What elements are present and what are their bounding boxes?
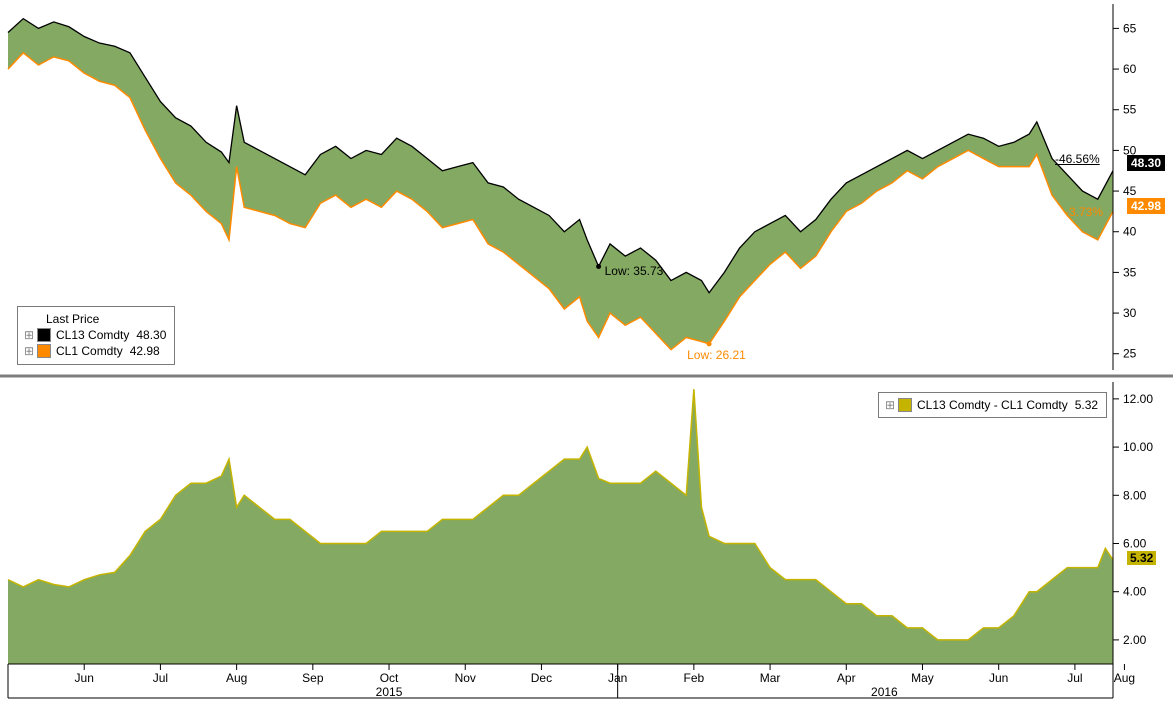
legend-swatch-spread <box>898 398 912 412</box>
legend-label-cl13: CL13 Comdty <box>56 327 129 343</box>
legend-row-spread: ⊞ CL13 Comdty - CL1 Comdty 5.32 <box>885 397 1098 413</box>
svg-text:2.00: 2.00 <box>1123 633 1147 647</box>
price-flag-spread: 5.32 <box>1127 551 1156 565</box>
svg-text:Oct: Oct <box>380 671 399 685</box>
legend-title: Last Price <box>24 311 166 327</box>
legend-value-cl13: 48.30 <box>136 327 166 343</box>
svg-text:May: May <box>911 671 934 685</box>
svg-text:35: 35 <box>1123 265 1137 279</box>
legend-row-cl1: ⊞ CL1 Comdty 42.98 <box>24 343 166 359</box>
svg-text:60: 60 <box>1123 62 1137 76</box>
expand-icon: ⊞ <box>24 343 32 359</box>
svg-text:Jul: Jul <box>153 671 168 685</box>
svg-text:Aug: Aug <box>1114 671 1135 685</box>
svg-text:Jul: Jul <box>1067 671 1082 685</box>
svg-text:12.00: 12.00 <box>1123 392 1153 406</box>
svg-text:Nov: Nov <box>455 671 476 685</box>
svg-text:Aug: Aug <box>226 671 247 685</box>
bottom-legend: ⊞ CL13 Comdty - CL1 Comdty 5.32 <box>878 392 1107 418</box>
svg-text:40: 40 <box>1123 225 1137 239</box>
svg-text:Feb: Feb <box>684 671 705 685</box>
price-flag-cl13: 48.30 <box>1127 155 1165 171</box>
svg-text:6.00: 6.00 <box>1123 536 1147 550</box>
svg-text:Mar: Mar <box>760 671 781 685</box>
svg-text:25: 25 <box>1123 347 1137 361</box>
expand-icon: ⊞ <box>885 397 893 413</box>
svg-text:Dec: Dec <box>531 671 552 685</box>
svg-text:4.00: 4.00 <box>1123 585 1147 599</box>
svg-text:Jun: Jun <box>75 671 94 685</box>
svg-text:55: 55 <box>1123 103 1137 117</box>
svg-text:Sep: Sep <box>302 671 324 685</box>
svg-text:30: 30 <box>1123 306 1137 320</box>
price-flag-cl1: 42.98 <box>1127 198 1165 214</box>
svg-text:45: 45 <box>1123 184 1137 198</box>
chart-svg: 2530354045505560652.004.006.008.0010.001… <box>0 0 1173 719</box>
svg-text:8.00: 8.00 <box>1123 488 1147 502</box>
top-legend: Last Price ⊞ CL13 Comdty 48.30 ⊞ CL1 Com… <box>17 306 175 365</box>
low-annotation-cl1: Low: 26.21 <box>687 348 746 362</box>
legend-swatch-cl1 <box>37 344 51 358</box>
svg-text:Apr: Apr <box>837 671 856 685</box>
svg-text:2016: 2016 <box>871 685 898 699</box>
legend-value-spread: 5.32 <box>1075 397 1098 413</box>
svg-text:2015: 2015 <box>376 685 403 699</box>
pct-change-cl13: -46.56% <box>1055 152 1100 166</box>
legend-value-cl1: 42.98 <box>130 343 160 359</box>
low-annotation-cl13: Low: 35.73 <box>605 264 664 278</box>
legend-swatch-cl13 <box>37 328 51 342</box>
svg-text:65: 65 <box>1123 21 1137 35</box>
expand-icon: ⊞ <box>24 327 32 343</box>
legend-row-cl13: ⊞ CL13 Comdty 48.30 <box>24 327 166 343</box>
legend-label-cl1: CL1 Comdty <box>56 343 123 359</box>
legend-label-spread: CL13 Comdty - CL1 Comdty <box>917 397 1068 413</box>
pct-change-cl1: -3.73% <box>1065 205 1103 219</box>
svg-text:10.00: 10.00 <box>1123 440 1153 454</box>
chart-container: 2530354045505560652.004.006.008.0010.001… <box>0 0 1173 719</box>
svg-text:Jun: Jun <box>989 671 1008 685</box>
